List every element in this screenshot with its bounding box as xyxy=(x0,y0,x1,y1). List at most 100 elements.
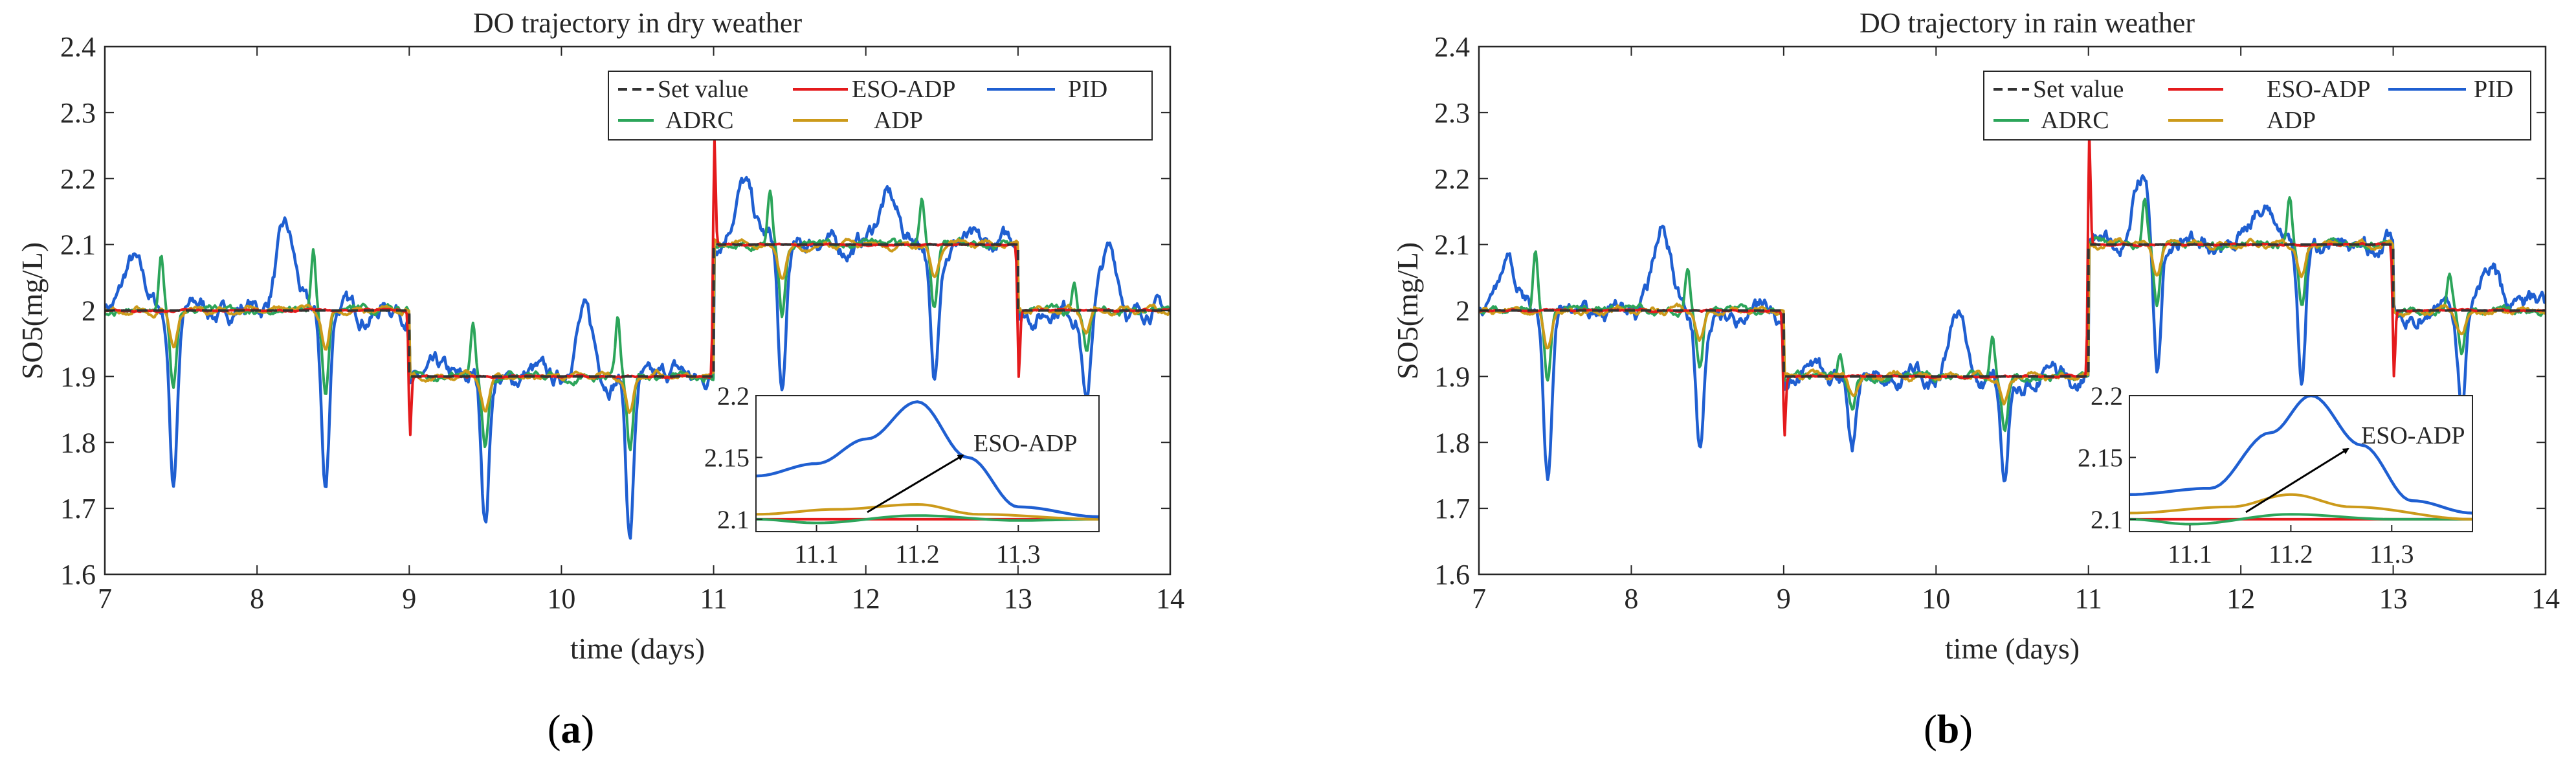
inset-zoom: 11.1 11.2 11.3 2.1 2.15 2.2 ESO-ADP xyxy=(704,381,1100,569)
panel-label-letter: a xyxy=(561,708,581,752)
y-tick-label: 2.1 xyxy=(60,229,96,261)
inset-plot-area xyxy=(756,400,1099,524)
inset-pid-series xyxy=(756,400,1099,519)
legend-box xyxy=(608,71,1153,141)
inset-x-tick-label: 11.3 xyxy=(2370,539,2414,569)
plot-area xyxy=(1479,131,2546,482)
legend-label-eso-adp: ESO-ADP xyxy=(852,76,955,103)
adp-series xyxy=(1479,237,2546,406)
y-tick-label: 2.3 xyxy=(60,97,96,129)
chart-panel-b: DO trajectory in rain weather 7 8 9 10 11 12 1… xyxy=(1391,7,2560,752)
chart-title: DO trajectory in rain weather xyxy=(1860,7,2195,39)
chart-panel-a: DO trajectory in dry weather 7 8 9 10 11 12 13… xyxy=(16,7,1184,752)
y-tick-label: 1.9 xyxy=(1434,361,1470,392)
y-tick-label: 2 xyxy=(82,295,96,327)
inset-x-tick-label: 11.1 xyxy=(2168,539,2212,569)
legend-label-adp: ADP xyxy=(2267,107,2316,134)
inset-adrc-series xyxy=(2129,513,2472,526)
y-tick-label: 2 xyxy=(1456,295,1470,327)
inset-background xyxy=(2129,396,2472,532)
legend-label-pid: PID xyxy=(2474,76,2513,103)
inset-x-tick-label: 11.2 xyxy=(895,539,940,569)
axis-ticks: 7 8 9 10 11 12 13 14 1.6 1.7 1.8 1.9 2 2.1 2.2 2.3 2.4 xyxy=(1434,31,2560,614)
pid-series xyxy=(105,175,1170,540)
inset-adp-series xyxy=(756,503,1099,521)
plot-area xyxy=(105,138,1170,540)
y-axis-label: SO5(mg/L) xyxy=(16,242,49,379)
legend-label-set-value: Set value xyxy=(2033,76,2124,103)
x-tick-label: 11 xyxy=(2075,583,2102,614)
x-tick-label: 9 xyxy=(402,583,416,614)
legend: Set value ESO-ADP PID ADRC ADP xyxy=(608,71,1153,141)
inset-adp-series xyxy=(2129,493,2472,521)
panel-label-a: (a) xyxy=(548,708,594,752)
x-axis-label: time (days) xyxy=(570,632,705,665)
set-value-series xyxy=(1479,243,2546,378)
panel-label-open: ( xyxy=(548,708,561,752)
y-tick-label: 2.2 xyxy=(60,163,96,195)
y-tick-label: 1.7 xyxy=(1434,493,1470,524)
y-tick-label: 1.8 xyxy=(1434,427,1470,458)
legend: Set value ESO-ADP PID ADRC ADP xyxy=(1983,71,2531,141)
inset-axis-ticks: 11.1 11.2 11.3 2.1 2.15 2.2 xyxy=(2078,381,2414,569)
y-tick-label: 2.4 xyxy=(60,31,96,63)
x-tick-label: 11 xyxy=(700,583,727,614)
y-tick-label: 2.2 xyxy=(1434,163,1470,195)
x-tick-label: 12 xyxy=(852,583,880,614)
inset-y-tick-label: 2.2 xyxy=(717,381,749,411)
legend-label-adrc: ADRC xyxy=(2041,107,2109,134)
x-tick-label: 7 xyxy=(1472,583,1486,614)
inset-x-tick-label: 11.1 xyxy=(794,539,839,569)
x-axis-label: time (days) xyxy=(1945,632,2080,665)
y-tick-label: 1.6 xyxy=(1434,559,1470,591)
y-tick-label: 1.8 xyxy=(60,427,96,458)
inset-annotation-label: ESO-ADP xyxy=(973,430,1077,457)
y-tick-label: 2.4 xyxy=(1434,31,1470,63)
y-tick-label: 1.7 xyxy=(60,493,96,524)
inset-x-tick-label: 11.3 xyxy=(996,539,1041,569)
inset-frame xyxy=(2129,395,2473,532)
axis-ticks: 7 8 9 10 11 12 13 14 1.6 1.7 1.8 1.9 2 2.1 2.2 2.3 2.4 xyxy=(60,31,1184,614)
x-tick-label: 13 xyxy=(2379,583,2408,614)
x-tick-label: 14 xyxy=(1156,583,1184,614)
y-tick-label: 1.6 xyxy=(60,559,96,591)
legend-label-eso-adp: ESO-ADP xyxy=(2267,76,2370,103)
inset-frame xyxy=(755,395,1100,532)
inset-plot-area xyxy=(2129,396,2472,526)
inset-pid-series xyxy=(2129,396,2472,515)
inset-axis-ticks: 11.1 11.2 11.3 2.1 2.15 2.2 xyxy=(704,381,1041,569)
panel-label-close: ) xyxy=(1959,708,1973,752)
panel-label-letter: b xyxy=(1937,708,1959,752)
legend-label-adrc: ADRC xyxy=(665,107,734,134)
inset-x-tick-label: 11.2 xyxy=(2269,539,2313,569)
x-tick-label: 9 xyxy=(1777,583,1791,614)
x-tick-label: 10 xyxy=(1922,583,1950,614)
inset-zoom: 11.1 11.2 11.3 2.1 2.15 2.2 ESO-ADP xyxy=(2078,381,2473,569)
chart-title: DO trajectory in dry weather xyxy=(473,7,803,39)
inset-annotation-arrow xyxy=(2245,447,2349,513)
y-axis-label: SO5(mg/L) xyxy=(1391,242,1424,379)
x-tick-label: 8 xyxy=(1624,583,1638,614)
x-tick-label: 7 xyxy=(98,583,112,614)
inset-y-tick-label: 2.1 xyxy=(2091,505,2123,534)
panel-label-b: (b) xyxy=(1924,708,1973,752)
inset-annotation-arrow xyxy=(867,454,964,513)
y-tick-label: 2.3 xyxy=(1434,97,1470,129)
y-tick-label: 1.9 xyxy=(60,361,96,392)
panel-label-open: ( xyxy=(1924,708,1937,752)
x-tick-label: 13 xyxy=(1004,583,1032,614)
legend-box xyxy=(1983,71,2531,141)
x-tick-label: 8 xyxy=(250,583,264,614)
x-tick-label: 12 xyxy=(2226,583,2255,614)
panel-label-close: ) xyxy=(581,708,595,752)
x-tick-label: 14 xyxy=(2531,583,2560,614)
inset-y-tick-label: 2.15 xyxy=(2078,443,2123,472)
inset-annotation-label: ESO-ADP xyxy=(2361,422,2465,449)
inset-adrc-series xyxy=(756,514,1099,524)
x-tick-label: 10 xyxy=(547,583,575,614)
inset-y-tick-label: 2.2 xyxy=(2091,381,2123,411)
legend-label-adp: ADP xyxy=(874,107,923,134)
inset-y-tick-label: 2.15 xyxy=(704,443,749,472)
y-tick-label: 2.1 xyxy=(1434,229,1470,261)
